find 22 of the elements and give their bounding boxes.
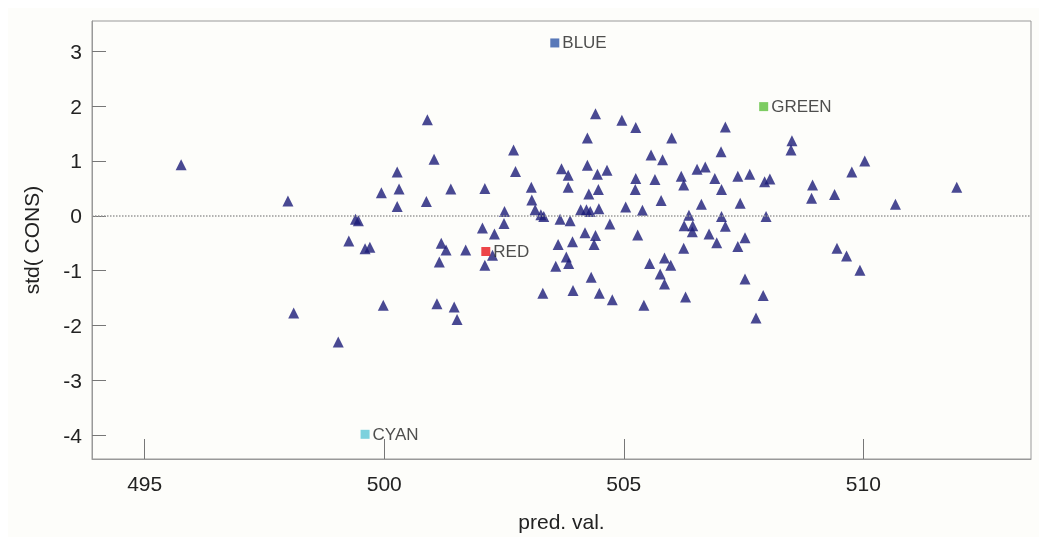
point xyxy=(759,102,769,112)
y-tick-label: -1 xyxy=(63,259,82,283)
series-label: GREEN xyxy=(771,97,832,117)
y-tick-label: -4 xyxy=(63,423,83,447)
series-label: CYAN xyxy=(372,424,419,444)
series-label: RED xyxy=(493,242,530,262)
x-axis-title: pred. val. xyxy=(518,510,605,533)
point xyxy=(481,247,491,257)
y-tick-label: 3 xyxy=(70,39,82,63)
x-tick-label: 495 xyxy=(127,472,163,495)
y-axis-title: std( CONS) xyxy=(20,185,43,295)
y-tick-label: -2 xyxy=(63,314,82,338)
x-tick-label: 505 xyxy=(606,472,642,495)
point xyxy=(360,429,370,439)
x-tick-label: 500 xyxy=(366,472,402,495)
point xyxy=(550,38,560,48)
x-tick-label: 510 xyxy=(845,472,881,495)
series-label: BLUE xyxy=(562,33,607,53)
y-tick-label: 0 xyxy=(70,204,82,228)
y-tick-label: 1 xyxy=(70,149,82,173)
y-tick-label: -3 xyxy=(63,369,82,393)
y-tick-label: 2 xyxy=(70,94,82,118)
